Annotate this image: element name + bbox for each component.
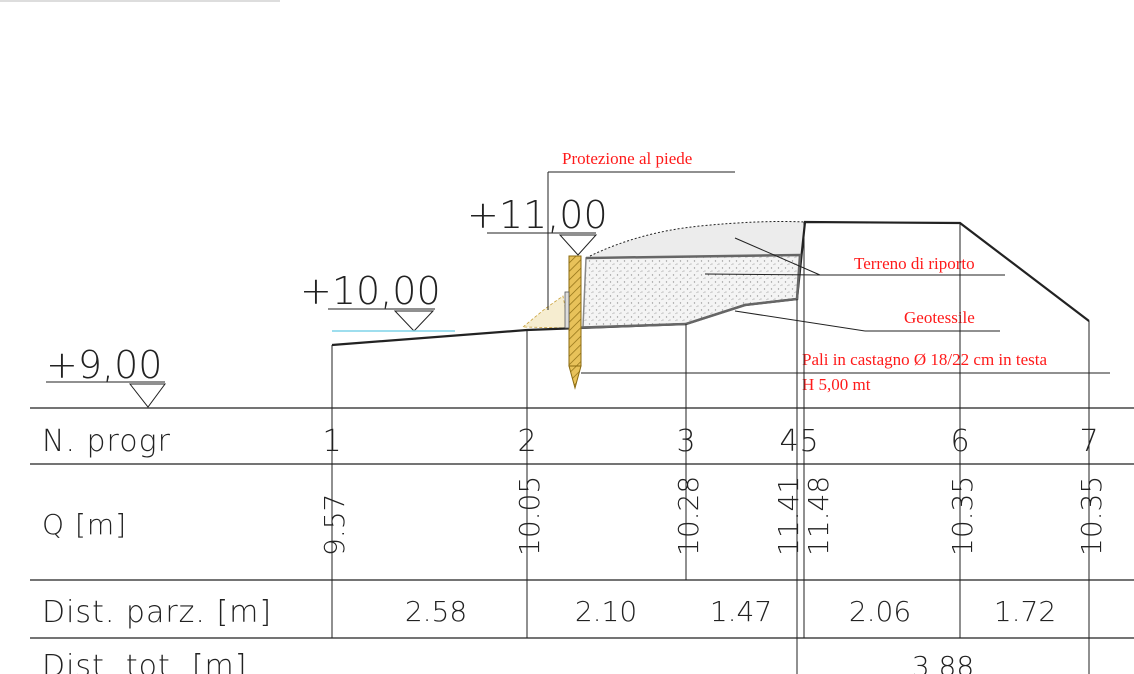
annotation-text: H 5,00 mt <box>802 375 871 394</box>
foot-protection-rocks <box>521 295 570 329</box>
row-label-quota: Q [m] <box>42 508 127 541</box>
station-lines <box>331 222 1090 674</box>
quota-value: 10.35 <box>1075 476 1108 556</box>
fill-mound-upper <box>590 221 805 256</box>
annotation-text: Geotessile <box>904 308 975 327</box>
quota-value: 10.05 <box>513 476 546 556</box>
annotation-piles: Pali in castagno Ø 18/22 cm in testa H 5… <box>581 350 1110 394</box>
progr-value: 7 <box>1079 424 1098 459</box>
chestnut-pile <box>568 255 582 367</box>
progr-values: 1 2 3 4 5 6 7 <box>322 424 1098 459</box>
progr-value: 5 <box>799 424 818 459</box>
quota-value: 9.57 <box>318 494 351 556</box>
table-grid <box>30 407 1134 639</box>
annotation-foot-protection: Protezione al piede <box>547 149 735 310</box>
quota-value: 10.28 <box>672 476 705 556</box>
level-marker-10: +10,00 <box>300 269 441 332</box>
dist-parz-value: 2.06 <box>849 595 911 628</box>
progr-value: 6 <box>950 424 969 459</box>
small-post <box>564 291 570 329</box>
dist-parz-value: 1.47 <box>710 595 772 628</box>
progr-value: 2 <box>517 424 536 459</box>
dist-parz-value: 1.72 <box>994 595 1056 628</box>
progr-value: 1 <box>322 424 341 459</box>
level-label: +11,00 <box>467 193 608 237</box>
dist-parz-value: 2.58 <box>405 595 467 628</box>
row-label-dist-tot: Dist. tot. [m] <box>42 649 247 674</box>
level-label: +9,00 <box>46 343 162 387</box>
quota-value: 11.41 <box>772 476 805 556</box>
geotextile-line <box>568 253 802 330</box>
annotation-geotextile: Geotessile <box>734 308 1000 332</box>
pile-tip <box>568 365 582 390</box>
annotation-text: Terreno di riporto <box>854 254 975 273</box>
progr-value: 3 <box>676 424 695 459</box>
level-label: +10,00 <box>300 269 441 313</box>
dist-tot-value: 3.88 <box>912 650 974 674</box>
quota-value: 11.48 <box>802 476 835 556</box>
row-label-progr: N. progr <box>42 424 171 459</box>
progr-value: 4 <box>779 424 798 459</box>
level-marker-9: +9,00 <box>46 343 166 408</box>
annotation-text: Pali in castagno Ø 18/22 cm in testa <box>802 350 1047 369</box>
annotation-fill-soil: Terreno di riporto <box>704 237 1005 276</box>
level-marker-11: +11,00 <box>467 193 608 256</box>
annotation-text: Protezione al piede <box>562 149 692 168</box>
row-label-dist-parz: Dist. parz. [m] <box>42 595 272 630</box>
dist-parz-values: 2.58 2.10 1.47 2.06 1.72 <box>405 595 1056 628</box>
quota-value: 10.35 <box>946 476 979 556</box>
quota-values: 9.57 10.05 10.28 11.41 11.48 10.35 10.35 <box>318 476 1108 556</box>
dist-parz-value: 2.10 <box>575 595 637 628</box>
